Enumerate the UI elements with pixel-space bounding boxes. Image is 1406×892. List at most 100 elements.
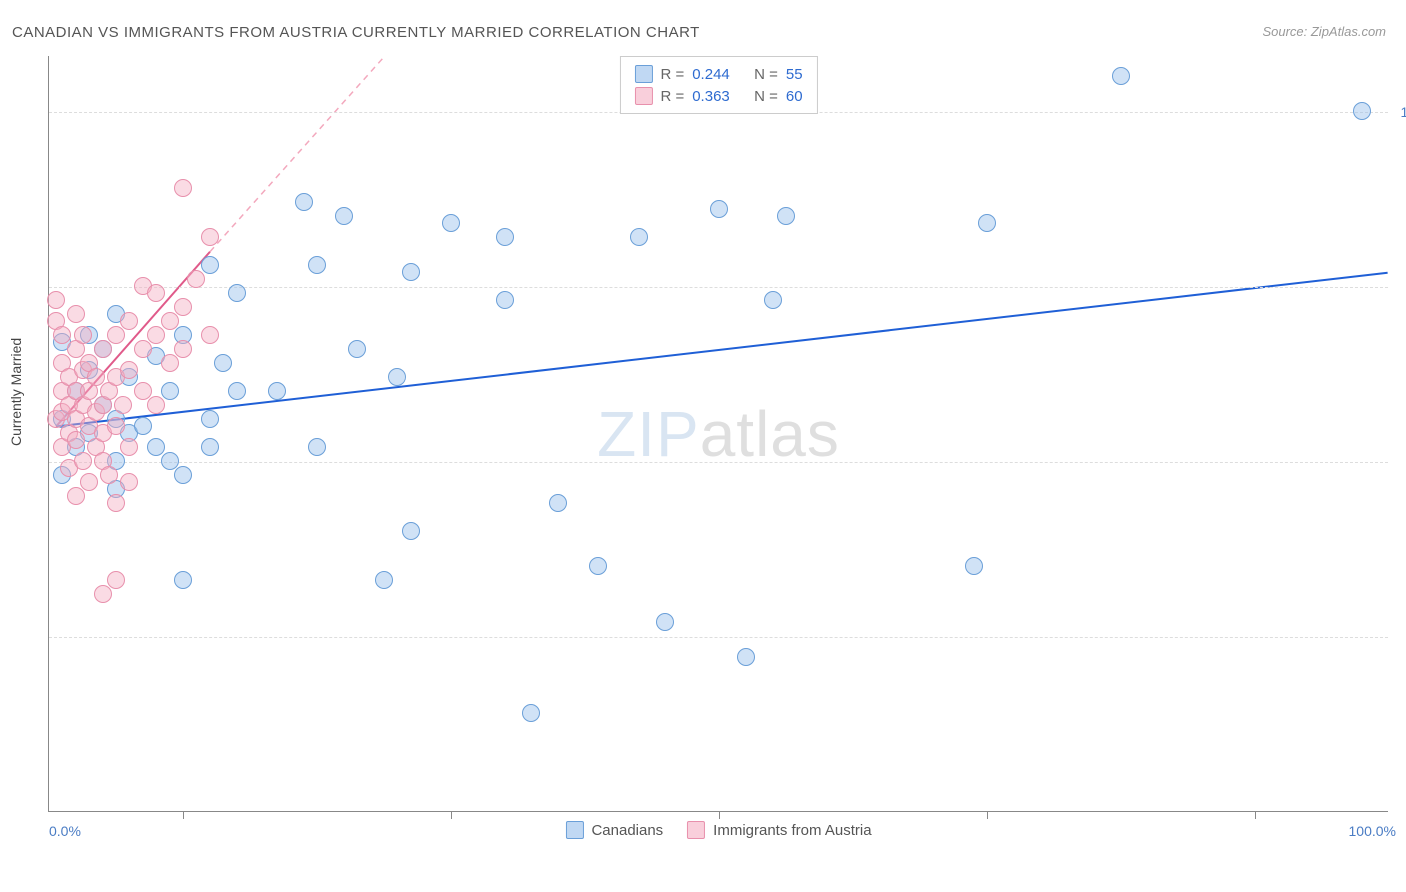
scatter-point xyxy=(94,585,112,603)
scatter-point xyxy=(134,417,152,435)
legend-N-value: 60 xyxy=(786,88,803,105)
scatter-point xyxy=(375,571,393,589)
gridline xyxy=(49,462,1388,463)
scatter-point xyxy=(201,228,219,246)
scatter-point xyxy=(67,305,85,323)
legend-N-label: N = xyxy=(754,88,778,105)
scatter-point xyxy=(147,396,165,414)
legend-row: R = 0.363 N = 60 xyxy=(634,85,802,107)
legend-correlation: R = 0.244 N = 55 R = 0.363 N = 60 xyxy=(619,56,817,114)
scatter-point xyxy=(120,438,138,456)
legend-R-label: R = xyxy=(660,88,684,105)
legend-swatch xyxy=(565,821,583,839)
source-label: Source: ZipAtlas.com xyxy=(1262,24,1386,39)
scatter-point xyxy=(201,326,219,344)
legend-N-label: N = xyxy=(754,66,778,83)
scatter-point xyxy=(120,473,138,491)
x-axis-min-label: 0.0% xyxy=(49,823,81,839)
scatter-point xyxy=(161,312,179,330)
x-tick xyxy=(183,811,184,819)
scatter-point xyxy=(630,228,648,246)
scatter-point xyxy=(67,431,85,449)
scatter-point xyxy=(53,326,71,344)
scatter-point xyxy=(402,522,420,540)
scatter-point xyxy=(87,368,105,386)
scatter-point xyxy=(67,487,85,505)
y-axis-label: Currently Married xyxy=(8,338,24,446)
scatter-point xyxy=(161,354,179,372)
scatter-point xyxy=(47,291,65,309)
scatter-point xyxy=(147,326,165,344)
legend-item: Immigrants from Austria xyxy=(687,821,871,839)
scatter-point xyxy=(402,263,420,281)
scatter-point xyxy=(174,571,192,589)
legend-swatch xyxy=(634,65,652,83)
scatter-point xyxy=(161,382,179,400)
scatter-point xyxy=(777,207,795,225)
scatter-point xyxy=(348,340,366,358)
scatter-point xyxy=(710,200,728,218)
legend-row: R = 0.244 N = 55 xyxy=(634,63,802,85)
scatter-point xyxy=(214,354,232,372)
scatter-point xyxy=(228,382,246,400)
gridline xyxy=(49,637,1388,638)
scatter-point xyxy=(589,557,607,575)
scatter-point xyxy=(107,571,125,589)
scatter-point xyxy=(201,410,219,428)
scatter-point xyxy=(147,284,165,302)
legend-label: Immigrants from Austria xyxy=(713,822,871,839)
scatter-point xyxy=(1353,102,1371,120)
scatter-point xyxy=(308,256,326,274)
legend-swatch xyxy=(687,821,705,839)
x-axis-max-label: 100.0% xyxy=(1349,823,1396,839)
scatter-point xyxy=(737,648,755,666)
watermark-zip: ZIP xyxy=(597,398,700,470)
trend-lines xyxy=(49,56,1388,811)
scatter-point xyxy=(1112,67,1130,85)
chart-title: CANADIAN VS IMMIGRANTS FROM AUSTRIA CURR… xyxy=(12,24,700,41)
x-tick xyxy=(719,811,720,819)
x-tick xyxy=(1255,811,1256,819)
watermark-atlas: atlas xyxy=(700,398,840,470)
scatter-point xyxy=(228,284,246,302)
scatter-point xyxy=(134,340,152,358)
scatter-point xyxy=(80,473,98,491)
scatter-point xyxy=(965,557,983,575)
scatter-point xyxy=(656,613,674,631)
scatter-point xyxy=(496,291,514,309)
scatter-point xyxy=(74,326,92,344)
scatter-point xyxy=(120,312,138,330)
scatter-point xyxy=(107,326,125,344)
gridline xyxy=(49,287,1388,288)
scatter-point xyxy=(161,452,179,470)
legend-N-value: 55 xyxy=(786,66,803,83)
x-tick xyxy=(451,811,452,819)
scatter-point xyxy=(100,466,118,484)
scatter-point xyxy=(388,368,406,386)
scatter-point xyxy=(187,270,205,288)
scatter-point xyxy=(74,452,92,470)
scatter-point xyxy=(94,340,112,358)
scatter-point xyxy=(174,298,192,316)
scatter-point xyxy=(978,214,996,232)
scatter-point xyxy=(442,214,460,232)
scatter-point xyxy=(107,417,125,435)
scatter-point xyxy=(201,438,219,456)
legend-item: Canadians xyxy=(565,821,663,839)
x-tick xyxy=(987,811,988,819)
scatter-point xyxy=(201,256,219,274)
scatter-point xyxy=(549,494,567,512)
scatter-point xyxy=(268,382,286,400)
y-tick-label: 100.0% xyxy=(1401,104,1406,120)
legend-series: Canadians Immigrants from Austria xyxy=(565,821,871,839)
scatter-point xyxy=(134,382,152,400)
watermark: ZIPatlas xyxy=(597,397,840,471)
legend-R-value: 0.363 xyxy=(692,88,730,105)
scatter-point xyxy=(174,179,192,197)
legend-swatch xyxy=(634,87,652,105)
scatter-point xyxy=(174,466,192,484)
scatter-point xyxy=(114,396,132,414)
legend-label: Canadians xyxy=(591,822,663,839)
scatter-point xyxy=(496,228,514,246)
scatter-point xyxy=(174,340,192,358)
